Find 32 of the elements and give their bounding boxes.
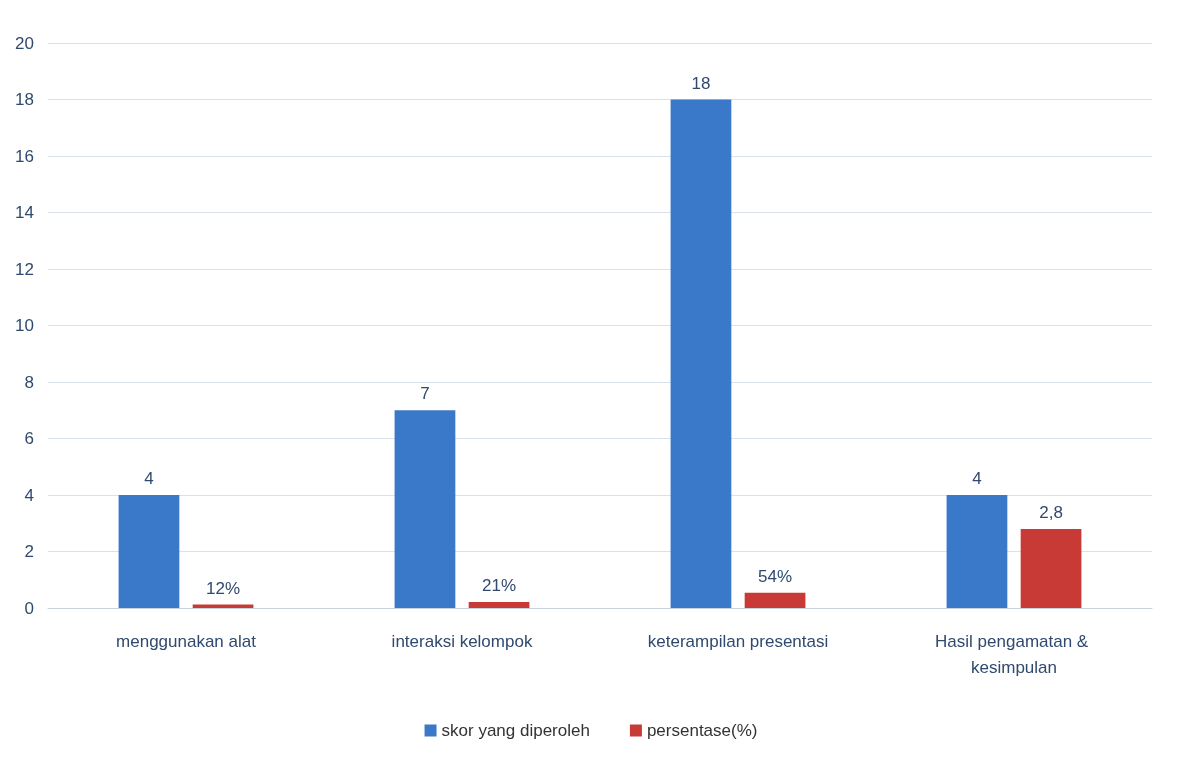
data-label: 21% <box>482 576 517 596</box>
bar <box>744 592 806 608</box>
data-label: 12% <box>206 578 241 598</box>
x-tick-label: menggunakan alat <box>116 631 257 651</box>
bar <box>1020 528 1082 608</box>
bar <box>670 99 732 608</box>
y-tick-label: 20 <box>15 33 34 53</box>
data-label: 54% <box>758 566 793 586</box>
data-label: 4 <box>972 469 982 488</box>
data-label: 4 <box>144 469 154 488</box>
y-tick-label: 2 <box>24 542 34 561</box>
data-label: 2,8 <box>1039 502 1063 522</box>
bar <box>946 495 1008 608</box>
y-tick-label: 12 <box>15 259 34 279</box>
bar <box>118 495 180 608</box>
legend-label: persentase(%) <box>646 721 758 740</box>
y-tick-label: 18 <box>15 90 34 109</box>
y-tick-label: 10 <box>15 316 34 335</box>
y-tick-label: 4 <box>24 485 34 505</box>
legend-label: skor yang diperoleh <box>441 721 590 740</box>
x-tick-label: interaksi kelompok <box>391 631 533 651</box>
data-label: 7 <box>420 384 430 404</box>
y-tick-label: 8 <box>24 372 34 392</box>
y-tick-label: 0 <box>24 598 34 618</box>
x-tick-label: keterampilan presentasi <box>647 631 829 651</box>
bar <box>394 410 456 608</box>
x-tick-label: Hasil pengamatan & kesimpulan <box>935 631 1093 677</box>
y-tick-label: 14 <box>15 203 34 222</box>
y-tick-label: 16 <box>15 146 34 166</box>
data-label: 18 <box>691 73 711 93</box>
bar <box>468 602 530 608</box>
y-tick-label: 6 <box>24 429 34 448</box>
